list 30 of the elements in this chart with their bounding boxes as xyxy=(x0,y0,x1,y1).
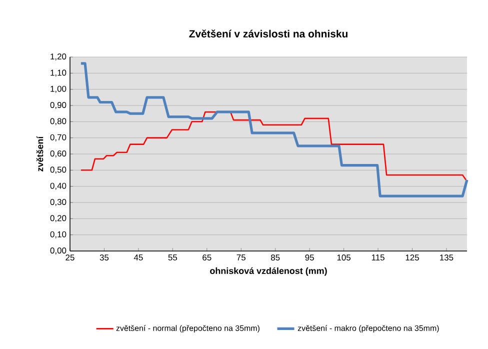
y-tick-label: 0,00 xyxy=(50,248,66,254)
y-tick-label: 0,30 xyxy=(50,199,66,206)
x-tick-label: 65 xyxy=(202,254,212,261)
y-tick-label: 1,20 xyxy=(50,54,66,60)
x-tick-label: 115 xyxy=(372,254,384,260)
y-tick-label: 1,10 xyxy=(50,70,66,77)
y-axis-title: zvětšení xyxy=(36,136,44,172)
y-tick-label: 0,10 xyxy=(50,231,66,238)
y-tick-label: 0,90 xyxy=(50,102,66,109)
y-tick-label: 0,40 xyxy=(50,182,66,190)
x-tick-label: 95 xyxy=(305,254,314,261)
y-tick-label: 0,20 xyxy=(50,215,66,222)
y-tick-label: 1,00 xyxy=(50,86,66,93)
x-tick-label: 25 xyxy=(66,254,74,261)
line-series xyxy=(80,111,467,181)
y-tick-label: 0,80 xyxy=(50,118,66,126)
x-tick-label: 105 xyxy=(337,254,351,261)
x-tick-label: 45 xyxy=(134,254,143,260)
y-tick-label: 0,50 xyxy=(50,166,66,174)
y-tick-label: 0,70 xyxy=(50,134,66,142)
x-axis-title: ohnisková vzdálenost (mm) xyxy=(210,267,327,276)
x-tick-label: 75 xyxy=(236,254,246,260)
x-tick-label: 135 xyxy=(440,254,454,261)
y-tick-label: 0,60 xyxy=(50,150,66,158)
line-series xyxy=(80,62,468,198)
x-tick-label: 85 xyxy=(271,254,280,261)
x-tick-label: 35 xyxy=(100,254,109,261)
x-tick-label: 55 xyxy=(168,254,178,260)
chart-title: Zvětšení v závislosti na ohnisku xyxy=(189,30,348,38)
x-tick-label: 125 xyxy=(406,254,419,261)
